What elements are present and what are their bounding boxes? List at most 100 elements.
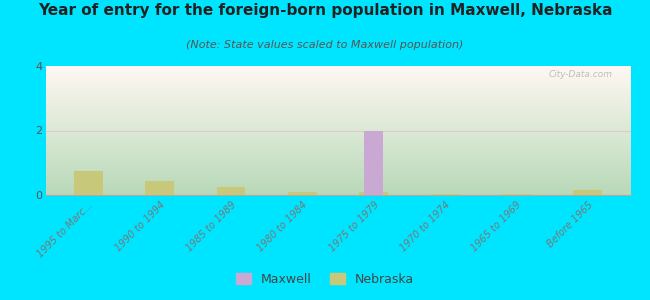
Bar [46, 185, 630, 186]
Bar [46, 126, 630, 127]
Bar [573, 190, 602, 195]
Bar [46, 173, 630, 174]
Bar [46, 91, 630, 92]
Bar [46, 86, 630, 87]
Bar [288, 192, 317, 195]
Bar [46, 77, 630, 78]
Bar [46, 174, 630, 175]
Bar [46, 164, 630, 165]
Bar [46, 187, 630, 188]
Bar [46, 179, 630, 180]
Bar [46, 85, 630, 86]
Bar [46, 142, 630, 143]
Bar [46, 93, 630, 94]
Bar [46, 69, 630, 70]
Bar [146, 182, 174, 195]
Bar [46, 101, 630, 102]
Bar [46, 127, 630, 128]
Bar [46, 170, 630, 171]
Bar [46, 146, 630, 147]
Bar [46, 168, 630, 169]
Bar [46, 194, 630, 195]
Bar [46, 66, 630, 67]
Bar [46, 103, 630, 104]
Bar [46, 184, 630, 185]
Bar [46, 178, 630, 179]
Bar [46, 123, 630, 124]
Bar [74, 171, 103, 195]
Bar [46, 192, 630, 193]
Bar [46, 149, 630, 150]
Bar [46, 108, 630, 109]
Bar [46, 95, 630, 96]
Bar [46, 107, 630, 108]
Bar [46, 154, 630, 155]
Bar [46, 161, 630, 162]
Bar [46, 153, 630, 154]
Bar [46, 157, 630, 158]
Bar [46, 167, 630, 168]
Bar [46, 84, 630, 85]
Bar [46, 171, 630, 172]
Bar [46, 158, 630, 159]
Bar [502, 194, 530, 195]
Bar [46, 183, 630, 184]
Bar [46, 117, 630, 118]
Legend: Maxwell, Nebraska: Maxwell, Nebraska [231, 268, 419, 291]
Bar [46, 112, 630, 113]
Bar [46, 165, 630, 166]
Bar [46, 125, 630, 126]
Bar [46, 118, 630, 119]
Bar [46, 110, 630, 111]
Bar [46, 177, 630, 178]
Bar [46, 176, 630, 177]
Bar [46, 180, 630, 181]
Bar [46, 190, 630, 191]
Bar [46, 73, 630, 74]
Bar [431, 194, 460, 195]
Bar [46, 116, 630, 117]
Bar [46, 129, 630, 130]
Bar [46, 113, 630, 114]
Bar [46, 114, 630, 115]
Bar [46, 143, 630, 144]
Bar [46, 148, 630, 149]
Bar [46, 131, 630, 132]
Bar [46, 102, 630, 103]
Bar [46, 121, 630, 122]
Bar [46, 152, 630, 153]
Bar [46, 163, 630, 164]
Bar [216, 187, 245, 195]
Bar [46, 147, 630, 148]
Bar [46, 139, 630, 140]
Bar [46, 186, 630, 187]
Bar [46, 130, 630, 131]
Text: City-Data.com: City-Data.com [549, 70, 613, 79]
Bar [46, 159, 630, 160]
Bar [46, 96, 630, 97]
Bar [46, 138, 630, 139]
Bar [46, 100, 630, 101]
Bar [46, 109, 630, 110]
Bar [46, 144, 630, 145]
Bar [46, 71, 630, 72]
Bar [46, 122, 630, 123]
Bar [364, 130, 384, 195]
Text: (Note: State values scaled to Maxwell population): (Note: State values scaled to Maxwell po… [187, 40, 463, 50]
Bar [46, 119, 630, 120]
Bar [46, 169, 630, 170]
Bar [46, 76, 630, 77]
Bar [46, 155, 630, 156]
Bar [46, 182, 630, 183]
Bar [46, 87, 630, 88]
Bar [46, 156, 630, 157]
Bar [46, 67, 630, 68]
Bar [46, 74, 630, 75]
Bar [46, 132, 630, 133]
Bar [46, 88, 630, 89]
Bar [46, 68, 630, 69]
Bar [46, 181, 630, 182]
Bar [359, 192, 388, 195]
Bar [46, 188, 630, 189]
Bar [46, 172, 630, 173]
